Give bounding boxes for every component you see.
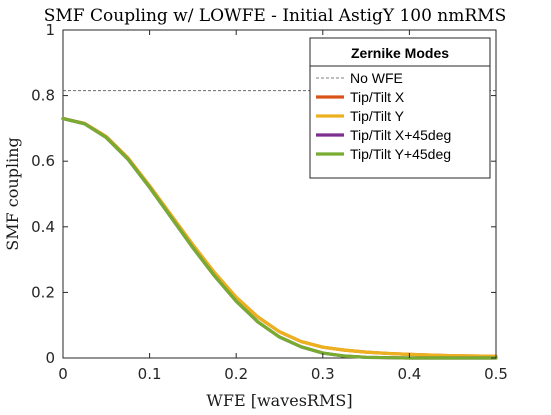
chart-title: SMF Coupling w/ LOWFE - Initial AstigY 1… xyxy=(44,6,506,26)
series-layer xyxy=(61,116,498,360)
y-tick-label: 0.4 xyxy=(31,218,55,236)
legend-label: No WFE xyxy=(350,70,403,86)
legend-items: No WFE Tip/Tilt X Tip/Tilt Y Tip/Tilt X+45d… xyxy=(316,70,451,162)
y-tick-label: 0.2 xyxy=(31,283,55,301)
x-tick-label: 0 xyxy=(58,365,68,383)
x-tick-label: 0.4 xyxy=(397,365,421,383)
y-tick-label: 0.6 xyxy=(31,152,55,170)
x-axis-label: WFE [wavesRMS] xyxy=(206,391,352,410)
legend-label: Tip/Tilt Y+45deg xyxy=(350,146,451,162)
series-line-4 xyxy=(61,116,498,360)
x-tick-label: 0.3 xyxy=(311,365,335,383)
x-tick-label: 0.1 xyxy=(138,365,162,383)
axis-ticks: 0 0.1 0.2 0.3 0.4 0.5 0 0.2 0.4 0.6 0.8 1 xyxy=(31,21,508,383)
legend-label: Tip/Tilt Y xyxy=(350,108,405,124)
y-tick-label: 0 xyxy=(45,349,55,367)
y-tick-label: 1 xyxy=(45,21,55,39)
legend: Zernike Modes No WFE Tip/Tilt X Tip/Tilt Y… xyxy=(309,37,491,179)
y-tick-label: 0.8 xyxy=(31,87,55,105)
legend-label: Tip/Tilt X+45deg xyxy=(350,127,451,143)
legend-label: Tip/Tilt X xyxy=(350,89,405,105)
x-tick-label: 0.5 xyxy=(484,365,508,383)
y-axis-label: SMF coupling xyxy=(3,137,22,250)
x-tick-label: 0.2 xyxy=(224,365,248,383)
legend-title: Zernike Modes xyxy=(351,45,449,61)
